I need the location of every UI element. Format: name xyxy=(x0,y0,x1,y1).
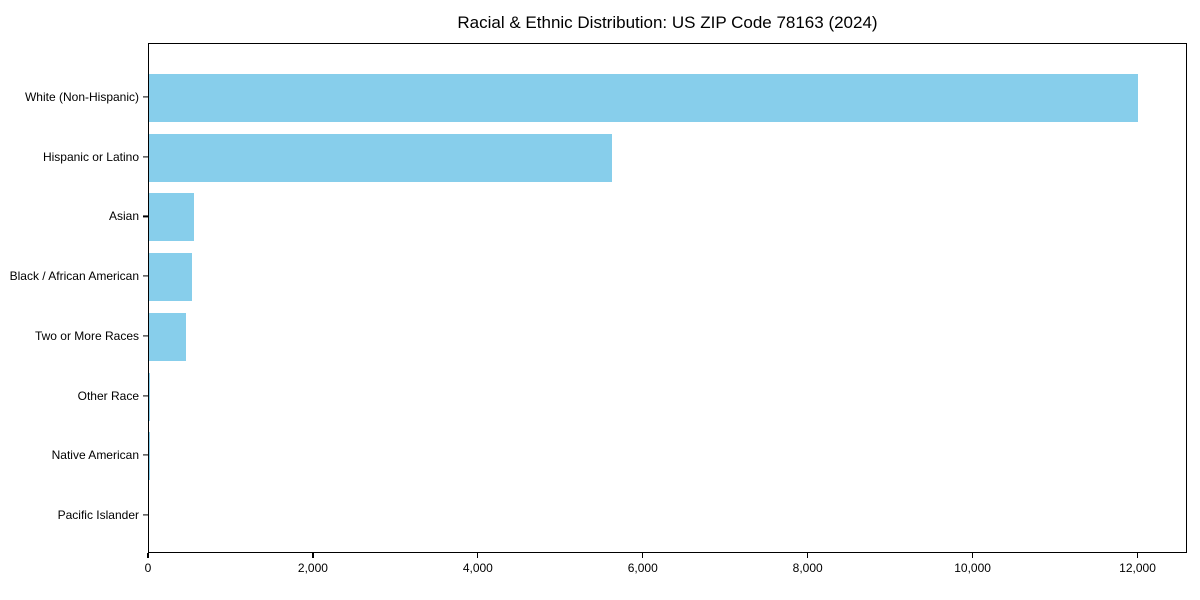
bar xyxy=(149,133,613,182)
x-tick-mark xyxy=(972,553,974,558)
x-tick-mark xyxy=(477,553,479,558)
bar xyxy=(149,253,192,302)
y-tick-label: Native American xyxy=(51,448,139,463)
y-tick-label: Pacific Islander xyxy=(57,508,139,522)
y-tick-label: Two or More Races xyxy=(34,328,139,343)
x-tick-label: 12,000 xyxy=(1119,561,1156,575)
y-tick-mark xyxy=(143,514,148,516)
y-tick-label: White (Non-Hispanic) xyxy=(24,90,139,104)
x-tick-mark xyxy=(642,553,644,558)
bar xyxy=(149,193,194,242)
y-tick-mark xyxy=(143,335,148,337)
y-tick-mark xyxy=(143,156,148,158)
bar xyxy=(149,74,1138,122)
x-tick-mark xyxy=(147,553,149,558)
x-tick-mark xyxy=(807,553,809,558)
y-tick-label: Other Race xyxy=(77,388,139,403)
y-tick-mark xyxy=(143,275,148,277)
x-tick-mark xyxy=(312,553,314,558)
x-tick-label: 4,000 xyxy=(462,561,493,575)
bar xyxy=(149,432,150,481)
y-tick-mark xyxy=(143,96,148,98)
x-tick-label: 6,000 xyxy=(627,561,658,575)
chart-title: Racial & Ethnic Distribution: US ZIP Cod… xyxy=(457,13,878,32)
x-tick-label: 8,000 xyxy=(792,561,823,575)
x-tick-label: 10,000 xyxy=(954,561,991,575)
y-tick-mark xyxy=(143,215,148,218)
y-tick-label: Black / African American xyxy=(9,269,139,284)
bar xyxy=(149,312,186,361)
x-tick-label: 2,000 xyxy=(297,561,328,575)
y-tick-label: Hispanic or Latino xyxy=(42,149,139,164)
plot-area xyxy=(148,43,1187,553)
x-tick-label: 0 xyxy=(144,561,152,575)
y-tick-label: Asian xyxy=(108,209,139,224)
y-tick-mark xyxy=(143,394,148,397)
bar xyxy=(149,372,151,421)
x-tick-mark xyxy=(1136,553,1139,558)
y-tick-mark xyxy=(143,454,148,456)
